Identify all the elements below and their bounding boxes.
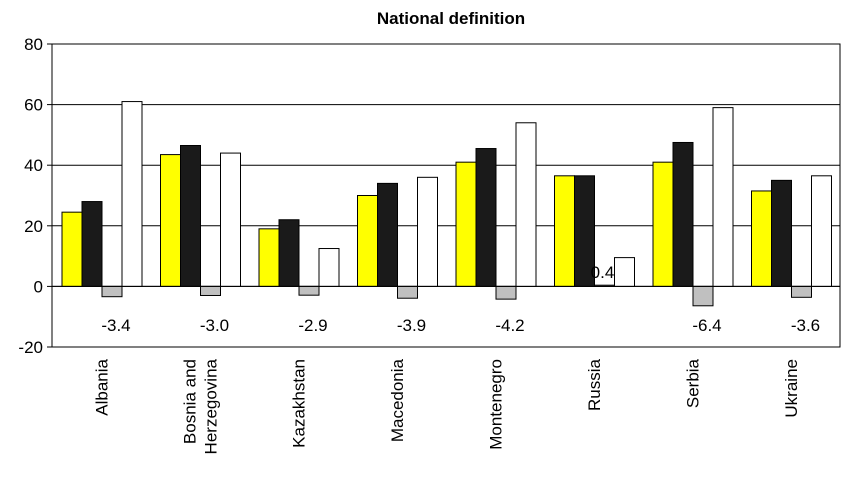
x-category-label: Macedonia (388, 358, 407, 442)
data-label: -3.0 (200, 316, 229, 335)
bar-2-2 (298, 285, 320, 296)
y-tick-label: 60 (24, 96, 43, 115)
x-category-label: Ukraine (782, 359, 801, 418)
x-category-label-line: Kazakhstan (289, 359, 308, 448)
x-category-label-line: Ukraine (782, 359, 801, 418)
bar-2-4 (495, 285, 517, 300)
bar-3-3 (417, 176, 438, 287)
bar-0-0 (61, 211, 83, 287)
data-label: -4.2 (495, 316, 524, 335)
bar-1-3 (377, 182, 398, 287)
data-label: -3.6 (791, 316, 820, 335)
bar-0-2 (258, 228, 280, 287)
bar-3-1 (220, 152, 241, 287)
bar-3-2 (318, 248, 340, 287)
y-tick-label: 20 (24, 217, 43, 236)
bar-3-5 (614, 257, 635, 287)
bar-2-3 (397, 285, 418, 299)
x-category-label-line: Serbia (683, 358, 702, 408)
bar-1-2 (278, 219, 300, 287)
x-category-label-line: Albania (92, 358, 111, 415)
bar-3-4 (515, 122, 537, 287)
bar-0-1 (160, 154, 181, 287)
x-category-label: Serbia (683, 358, 702, 408)
bar-0-7 (751, 190, 772, 287)
x-category-label: Bosnia and Herzegovina (180, 358, 220, 454)
bar-2-7 (791, 285, 812, 298)
bar-3-0 (121, 101, 143, 287)
data-label: -2.9 (298, 316, 327, 335)
y-tick-label: 0 (34, 277, 43, 296)
y-tick-label: 80 (24, 35, 43, 54)
bar-0-4 (455, 161, 477, 287)
bar-1-7 (771, 179, 792, 287)
x-category-label: Kazakhstan (289, 359, 308, 448)
x-category-label-line: Bosnia and (180, 359, 199, 444)
data-labels: -3.4 -3.0 -2.9 -3.9 -4.2 0.4 -6.4 -3.6 (101, 263, 820, 335)
chart-title: National definition (377, 9, 525, 28)
x-category-label: Montenegro (486, 359, 505, 450)
y-axis: -20 0 20 40 60 80 (18, 35, 52, 357)
y-tick-label: -20 (18, 338, 43, 357)
bar-1-0 (81, 201, 103, 287)
data-label: -3.4 (101, 316, 130, 335)
bar-1-4 (475, 148, 497, 287)
x-category-label-line: Montenegro (486, 359, 505, 450)
bar-2-0 (101, 285, 123, 298)
bar-2-6 (692, 285, 714, 307)
bars (52, 101, 840, 307)
bar-3-7 (811, 175, 832, 287)
y-tick-label: 40 (24, 156, 43, 175)
bar-1-6 (672, 141, 694, 287)
x-axis: Albania Bosnia and Herzegovina Kazakhstan Ma… (92, 358, 801, 454)
x-category-label-line: Macedonia (388, 358, 407, 442)
data-label: -3.9 (397, 316, 426, 335)
bar-0-6 (652, 161, 674, 287)
x-category-label: Albania (92, 358, 111, 415)
bar-1-1 (180, 145, 201, 287)
bar-0-3 (357, 195, 378, 287)
data-label: 0.4 (591, 263, 615, 282)
x-category-label: Russia (585, 358, 604, 411)
bar-0-5 (554, 175, 575, 287)
plot-frame (51, 43, 841, 348)
x-category-label-line: Russia (585, 358, 604, 411)
x-category-label-line: Herzegovina (201, 358, 220, 454)
data-label: -6.4 (692, 316, 721, 335)
bar-3-6 (712, 107, 734, 287)
bar-2-1 (200, 285, 221, 296)
